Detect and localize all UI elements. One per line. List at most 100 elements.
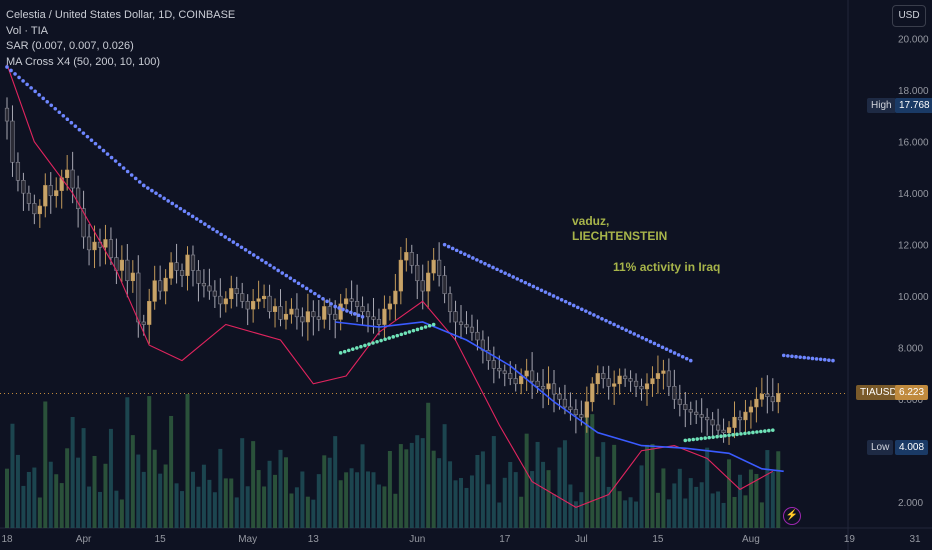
- sar-dot: [462, 252, 467, 256]
- lightning-icon[interactable]: ⚡: [783, 507, 801, 525]
- volume-bar: [721, 502, 726, 528]
- volume-bar: [316, 474, 321, 528]
- sar-dot: [333, 304, 338, 309]
- sar-dot: [121, 166, 126, 170]
- candle-body: [354, 301, 360, 307]
- sar-dot: [600, 316, 604, 321]
- candle-body: [677, 398, 682, 405]
- sar-dot: [29, 86, 33, 90]
- sar-dot: [731, 433, 735, 437]
- ma-slow-line: [335, 321, 784, 473]
- volume-bar: [26, 471, 31, 528]
- sar-dot: [616, 324, 620, 329]
- candle-body: [398, 259, 403, 292]
- sar-dot: [89, 138, 94, 142]
- annotation-location: vaduz, LIECHTENSTEIN: [572, 214, 668, 243]
- sar-dot: [174, 204, 179, 208]
- candle-body: [442, 275, 447, 294]
- volume-bar: [530, 471, 535, 528]
- sar-dot: [620, 326, 624, 331]
- sar-dot: [781, 353, 786, 358]
- sar-dot: [355, 346, 359, 350]
- sar-dot: [5, 65, 9, 69]
- sar-dot: [292, 278, 297, 283]
- sar-dot: [407, 330, 412, 334]
- sar-dot: [571, 303, 576, 308]
- candle-body: [212, 290, 217, 297]
- sar-dot: [33, 89, 37, 94]
- volume-bar: [169, 415, 174, 528]
- sar-dot: [555, 296, 560, 300]
- volume-bar: [748, 469, 753, 528]
- volume-bar: [311, 499, 316, 528]
- y-tick-label: 12.000: [898, 241, 929, 252]
- sar-dot: [25, 82, 29, 87]
- sar-dot: [207, 224, 211, 229]
- volume-bar: [398, 444, 403, 528]
- volume-bar: [464, 487, 469, 528]
- sar-dot: [57, 110, 62, 115]
- sar-dot: [495, 267, 499, 272]
- symbol-tag: TIAUSD: [856, 385, 901, 400]
- volume-bar: [70, 416, 75, 528]
- sar-dot: [411, 328, 416, 333]
- sar-dot: [632, 332, 637, 336]
- volume-bar: [103, 463, 108, 528]
- volume-bar: [97, 491, 102, 528]
- chart-legend: Celestia / United States Dollar, 1D, COI…: [6, 8, 235, 70]
- sar-dot: [691, 437, 696, 442]
- sar-dot: [699, 436, 703, 441]
- candle-body: [568, 406, 573, 410]
- candle-body: [152, 280, 157, 302]
- candle-body: [683, 404, 688, 410]
- sar-dot: [467, 254, 471, 258]
- sar-dot: [535, 286, 540, 291]
- sar-dot: [158, 193, 162, 198]
- sar-dot: [688, 358, 693, 363]
- sar-dot: [391, 335, 396, 339]
- sar-dot: [539, 288, 544, 293]
- sar-dot: [446, 244, 451, 249]
- sar-dot: [739, 432, 743, 436]
- volume-bar: [710, 493, 715, 528]
- sar-dot: [146, 186, 150, 190]
- candle-body: [300, 316, 305, 323]
- legend-volume: Vol · TIA: [6, 24, 48, 37]
- volume-bar: [770, 471, 775, 528]
- currency-button[interactable]: USD: [892, 5, 926, 27]
- sar-dot: [818, 357, 823, 362]
- sar-dot: [822, 357, 827, 362]
- candle-body: [316, 316, 321, 320]
- y-tick-label: 6.000: [898, 395, 923, 406]
- volume-bar: [141, 471, 146, 528]
- volume-bar: [639, 465, 644, 528]
- sar-dot: [471, 256, 475, 260]
- sar-dot: [751, 430, 755, 435]
- sar-dot: [419, 326, 424, 331]
- candle-body: [240, 293, 245, 302]
- sar-dot: [771, 428, 775, 432]
- candle-body: [344, 298, 349, 305]
- x-tick-label: Aug: [742, 534, 760, 545]
- volume-bar: [81, 428, 86, 528]
- volume-bar: [163, 464, 168, 528]
- y-tick-label: 2.000: [898, 498, 923, 509]
- volume-bar: [48, 461, 53, 528]
- volume-bar: [180, 491, 185, 528]
- volume-bar: [437, 458, 442, 528]
- volume-bar: [256, 470, 261, 528]
- sar-dot: [664, 347, 669, 351]
- candle-body: [54, 190, 59, 197]
- y-tick-label: 16.000: [898, 138, 929, 149]
- candle-body: [776, 393, 781, 403]
- volume-bar: [322, 455, 327, 528]
- y-tick-label: 14.000: [898, 189, 929, 200]
- volume-bar: [584, 413, 589, 528]
- sar-dot: [268, 263, 272, 268]
- candle-body: [699, 414, 704, 418]
- volume-bar: [601, 442, 606, 528]
- sar-dot: [247, 250, 252, 255]
- sar-dot: [551, 294, 556, 298]
- candle-body: [661, 370, 666, 374]
